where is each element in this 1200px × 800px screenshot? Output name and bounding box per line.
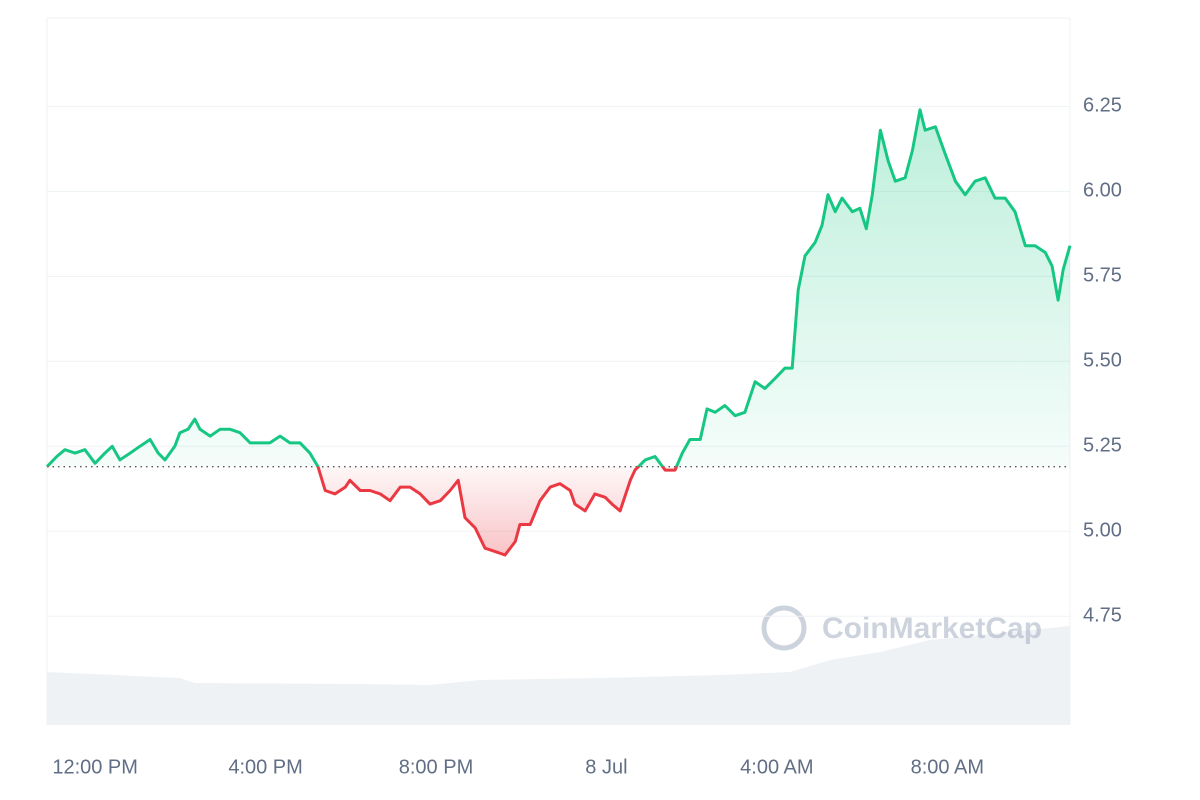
- watermark: CoinMarketCap: [761, 605, 1042, 651]
- price-line: [45, 108, 1072, 557]
- volume-area: [47, 626, 1070, 725]
- y-tick-label: 6.00: [1083, 180, 1122, 202]
- y-tick-label: 6.25: [1083, 95, 1122, 117]
- y-tick-label: 4.75: [1083, 605, 1122, 627]
- x-tick-label: 8:00 PM: [399, 756, 473, 778]
- x-tick-label: 8:00 AM: [911, 756, 984, 778]
- y-tick-label: 5.00: [1083, 520, 1122, 542]
- watermark-text: CoinMarketCap: [822, 612, 1042, 645]
- y-tick-label: 5.25: [1083, 435, 1122, 457]
- area: [47, 109, 1070, 556]
- plot: 4.75 5.00 5.25 5.50 5.75 6.00 6.25 12:00 PM 4:00…: [45, 95, 1122, 778]
- y-tick-label: 5.75: [1083, 265, 1122, 287]
- x-tick-label: 4:00 AM: [740, 756, 813, 778]
- watermark-logo: [761, 605, 807, 651]
- x-tick-label: 4:00 PM: [228, 756, 302, 778]
- x-tick-label: 8 Jul: [585, 756, 627, 778]
- y-tick-label: 5.50: [1083, 350, 1122, 372]
- x-tick-label: 12:00 PM: [52, 756, 138, 778]
